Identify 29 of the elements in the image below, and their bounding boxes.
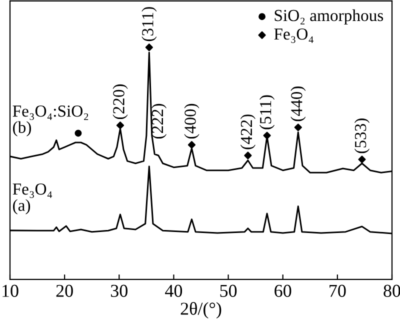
- point: [145, 44, 153, 52]
- annotation: (220): [112, 84, 128, 120]
- annotation: Fe₃O₄ (a): [12, 183, 52, 214]
- x-tick-label: 20: [56, 284, 73, 297]
- x-tick-label: 50: [220, 284, 237, 297]
- annotation: (222): [151, 104, 167, 139]
- annotation: (400): [184, 104, 200, 139]
- point: [244, 152, 252, 160]
- point: [74, 130, 82, 137]
- x-tick-label: 40: [165, 284, 182, 297]
- legend-label: Fe₃O₄: [274, 28, 314, 43]
- point: [116, 122, 124, 130]
- x-tick-label: 60: [274, 284, 292, 297]
- x-tick-label: 70: [330, 284, 346, 297]
- annotation: (422): [240, 114, 256, 150]
- x-tick-label: 80: [384, 284, 400, 297]
- point: [294, 124, 302, 132]
- legend-label: SiO₂ amorphous: [274, 9, 384, 25]
- point: [263, 132, 271, 140]
- annotation: (511): [259, 95, 275, 130]
- annotation: (440): [290, 86, 306, 122]
- annotation: Fe₃O₄:SiO₂ (b): [12, 106, 88, 136]
- x-tick-label: 30: [110, 284, 128, 297]
- annotation: (533): [354, 118, 370, 154]
- point: [358, 156, 366, 164]
- x-tick-label: 10: [2, 284, 18, 297]
- x-axis-title: 2θ/(°): [180, 302, 222, 318]
- point: [188, 141, 196, 149]
- annotation: (311): [142, 7, 157, 42]
